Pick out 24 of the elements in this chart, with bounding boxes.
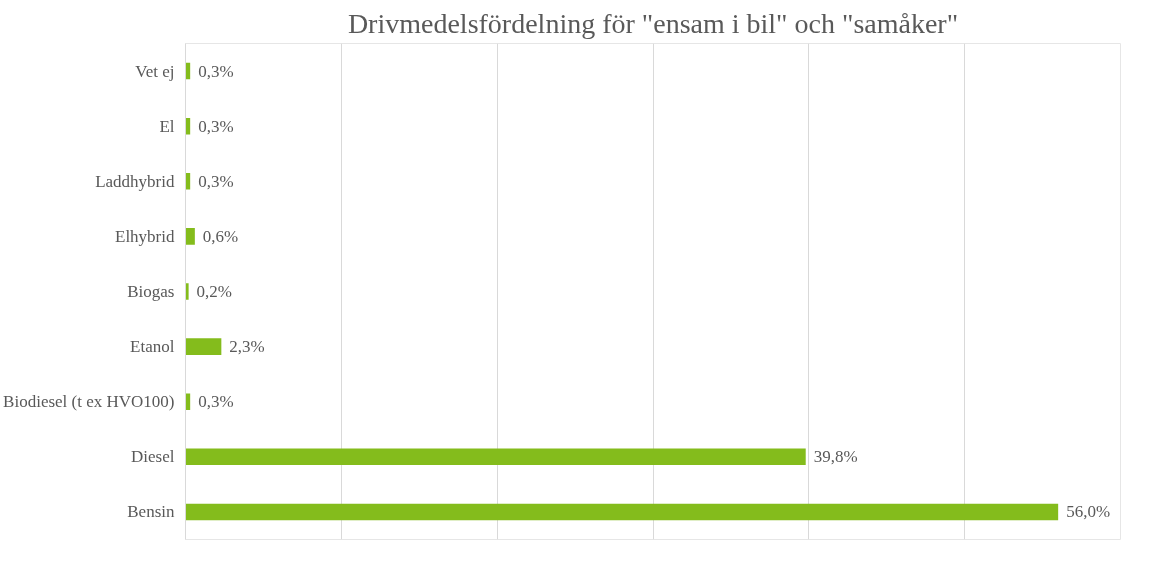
bar — [185, 228, 195, 245]
chart-title: Drivmedelsfördelning för "ensam i bil" och "samåker" — [347, 7, 959, 39]
data-label: 0,3% — [198, 171, 234, 191]
bar — [185, 338, 222, 355]
bar — [185, 503, 1059, 521]
data-label: 39,8% — [813, 447, 858, 467]
y-tick-label: Etanol — [130, 337, 175, 357]
y-tick-label: Vet ej — [135, 61, 175, 81]
data-label: 0,3% — [198, 61, 234, 81]
y-tick-label: Elhybrid — [115, 226, 175, 246]
data-label: 56,0% — [1066, 502, 1111, 522]
y-tick-label: Biogas — [127, 282, 175, 301]
y-tick-label: Bensin — [127, 502, 175, 522]
y-tick-label: Biodiesel (t ex HVO100) — [3, 392, 175, 412]
bar — [185, 448, 806, 466]
y-tick-label: Laddhybrid — [95, 171, 175, 191]
data-label: 0,2% — [196, 282, 233, 301]
bar — [185, 283, 189, 300]
data-label: 2,3% — [229, 337, 265, 357]
data-label: 0,3% — [198, 116, 234, 136]
data-label: 0,6% — [202, 226, 239, 246]
y-tick-label: El — [159, 116, 175, 136]
y-tick-label: Diesel — [131, 447, 175, 467]
data-label: 0,3% — [198, 392, 234, 412]
